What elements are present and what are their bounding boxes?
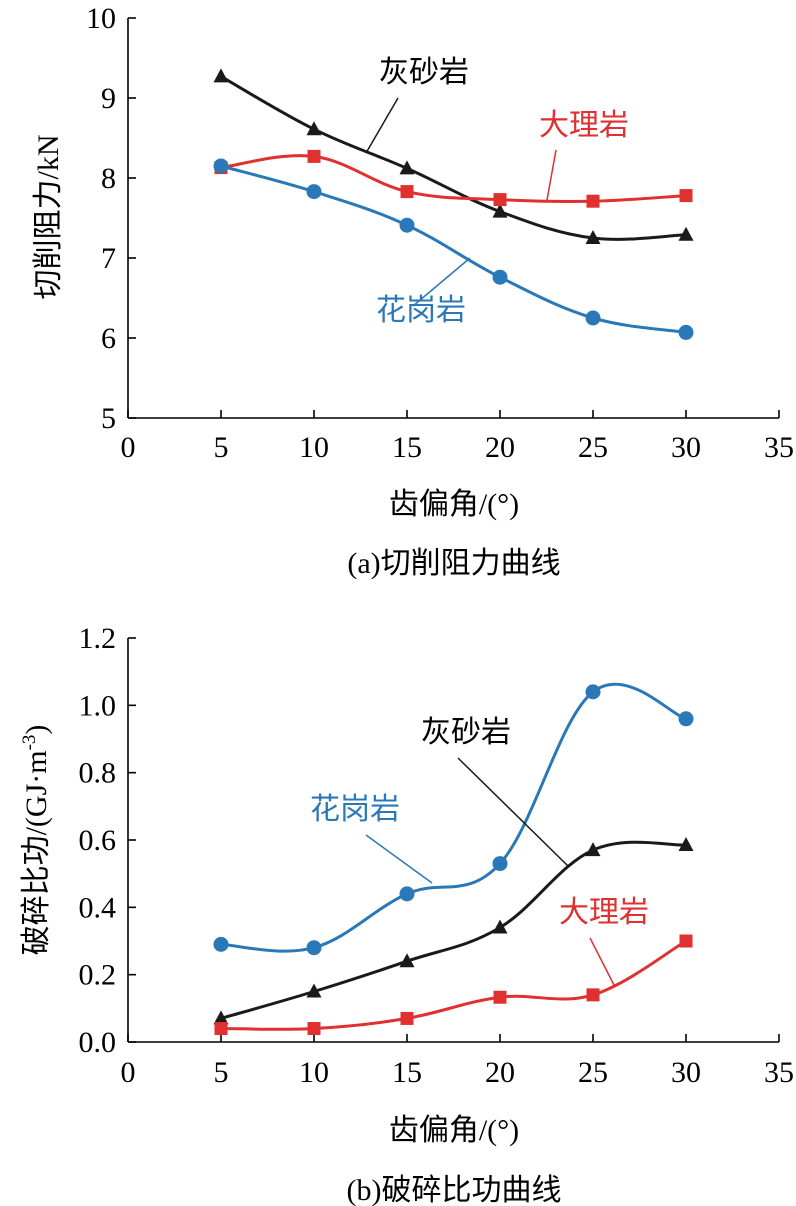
y-axis-title-a: 切削阻力/kN [32,135,65,300]
x-tick-label: 20 [485,431,515,464]
data-point-circle [213,936,229,952]
y-tick-label: 10 [86,2,116,35]
data-point-triangle [399,160,415,175]
data-point-circle [678,324,694,340]
y-axis-title-b: 破碎比功/(GJ·m-3) [19,725,53,956]
data-point-triangle [399,953,415,968]
x-tick-label: 15 [392,431,422,464]
series-label: 大理岩 [559,896,649,929]
data-point-triangle [585,842,601,857]
y-tick-label: 6 [101,322,116,355]
series-label-leader [365,834,433,884]
x-tick-label: 30 [671,431,701,464]
data-point-square [679,189,693,203]
y-tick-label: 0.0 [79,1026,117,1059]
y-tick-label: 9 [101,82,116,115]
x-axis-title-a: 齿偏角/(°) [389,488,519,521]
data-point-square [307,149,321,163]
x-tick-label: 25 [578,1056,608,1089]
x-tick-label: 30 [671,1056,701,1089]
series-line-triangle [220,840,687,1020]
data-point-triangle [492,203,508,218]
y-axis-title-b-sup: -3 [19,735,40,751]
caption-a: (a)切削阻力曲线 [347,547,560,580]
data-point-triangle [306,983,322,998]
data-point-square [493,990,507,1004]
x-axis-title-b: 齿偏角/(°) [389,1114,519,1147]
series-label-leader [546,149,557,201]
series-label: 花岗岩 [376,294,466,327]
y-axis-title-b-end: ) [20,725,53,735]
data-point-triangle [213,1010,229,1025]
series-label-leader [365,97,399,154]
x-tick-label: 0 [121,1056,136,1089]
axes-b: 0 5 10 15 20 25 30 35 0.0 0.2 0.4 0.6 0.8 1.0 1.2 [79,622,795,1089]
series-label: 灰砂岩 [379,56,469,89]
x-tick-label: 35 [764,1056,794,1089]
x-tick-label: 10 [299,1056,329,1089]
panel-b-specific-energy: 0 5 10 15 20 25 30 35 0.0 0.2 0.4 0.6 0.8 1.0 1.2 灰砂岩大… [19,622,794,1206]
data-point-square [679,934,693,948]
data-point-circle [213,158,229,174]
data-point-triangle [678,837,694,852]
x-tick-label: 20 [485,1056,515,1089]
data-point-square [214,1022,228,1036]
data-point-triangle [585,230,601,244]
x-tick-label: 0 [121,431,136,464]
series-label: 花岗岩 [310,793,400,826]
data-point-circle [399,886,415,902]
series-label-leader [589,937,615,986]
series-label: 大理岩 [539,109,629,142]
series-label-leader [457,757,569,867]
data-point-circle [399,217,415,233]
data-point-circle [585,684,601,700]
y-tick-label: 0.6 [79,824,117,857]
data-point-square [307,1022,321,1036]
data-point-square [400,185,414,199]
data-point-square [400,1011,414,1025]
series-label: 灰砂岩 [421,716,511,749]
x-tick-label: 25 [578,431,608,464]
data-point-triangle [492,919,508,934]
data-point-square [586,194,600,208]
data-point-square [493,193,507,207]
series-line-square [220,939,687,1031]
data-point-circle [492,856,508,872]
series-label-leader [412,257,471,307]
y-tick-label: 0.8 [79,757,117,790]
data-point-circle [678,711,694,727]
y-tick-label: 1.2 [79,622,117,655]
x-tick-label: 35 [764,431,794,464]
y-tick-label: 8 [101,162,116,195]
y-tick-label: 5 [101,402,116,435]
y-tick-label: 7 [101,242,116,275]
data-point-circle [306,184,322,200]
x-tick-label: 5 [214,1056,229,1089]
data-point-triangle [213,68,229,83]
data-point-triangle [306,121,322,136]
x-tick-label: 5 [214,431,229,464]
data-point-triangle [678,226,694,241]
data-point-circle [306,940,322,956]
y-tick-label: 1.0 [79,689,117,722]
series-group-b [213,682,694,1036]
y-tick-label: 0.2 [79,959,117,992]
x-tick-label: 10 [299,431,329,464]
data-point-square [586,988,600,1002]
y-tick-label: 0.4 [79,891,117,924]
data-point-circle [585,310,601,326]
caption-b: (b)破碎比功曲线 [347,1174,562,1206]
series-group-a [213,68,694,340]
series-line-square [220,154,687,203]
x-tick-label: 15 [392,1056,422,1089]
series-line-triangle [220,75,687,241]
data-point-circle [492,269,508,285]
y-axis-title-b-main: 破碎比功/(GJ·m [20,750,53,955]
